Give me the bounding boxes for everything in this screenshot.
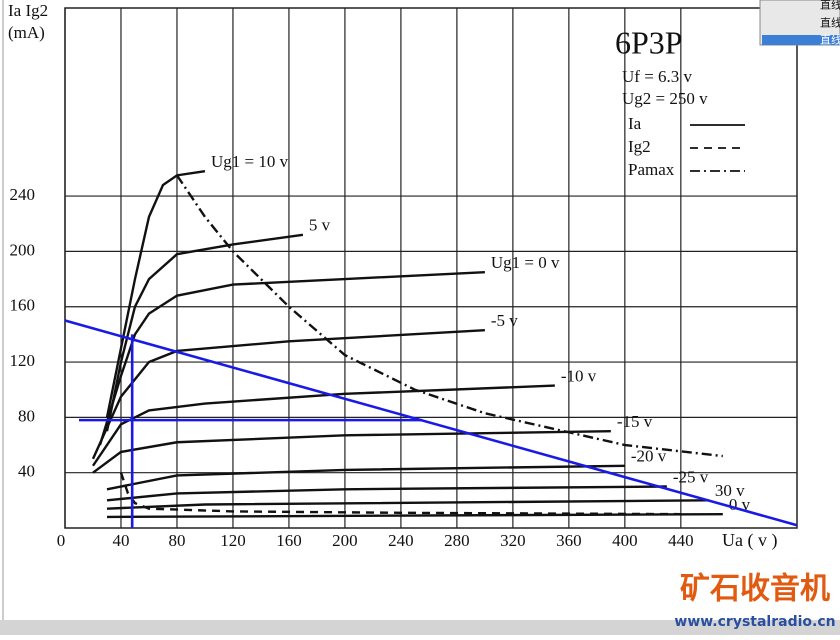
x-tick-label: 360 <box>556 531 582 550</box>
y-tick-label: 80 <box>18 406 35 425</box>
curve-label: Ug1 = 0 v <box>491 253 560 272</box>
curve-label: Ug1 = 10 v <box>211 152 289 171</box>
x-tick-label: 0 <box>57 531 66 550</box>
x-tick-label: 240 <box>388 531 414 550</box>
toolbar: 直线 直线 直线 <box>759 0 840 47</box>
x-label: Ua ( v ) <box>722 530 777 551</box>
curve <box>92 429 611 474</box>
x-tick-label: 280 <box>444 531 470 550</box>
curve <box>91 384 555 467</box>
curve <box>106 499 709 510</box>
plot: 0 40 80 120 160 200 240 280 320 360 400 440 40 80 120 1… <box>10 7 798 550</box>
curve <box>105 233 304 432</box>
x-tick-label: 80 <box>168 531 185 550</box>
x-tick-label: 40 <box>112 531 129 550</box>
curve-label: -20 v <box>631 447 667 466</box>
bottom-bar <box>0 620 840 635</box>
toolbar-selected <box>762 35 840 45</box>
toolbar-item[interactable]: 直线 <box>820 33 840 47</box>
x-tick-label: 200 <box>332 531 358 550</box>
curve-label: -25 v <box>673 467 709 486</box>
toolbar-item[interactable]: 直线 <box>820 0 840 12</box>
curve <box>98 270 485 446</box>
toolbar-item[interactable]: 直线 <box>820 16 840 30</box>
curve <box>119 472 681 516</box>
curve <box>106 464 625 491</box>
curve-label: -15 v <box>617 412 653 431</box>
y-tick-label: 120 <box>10 351 36 370</box>
curve-label: 5 v <box>309 216 331 235</box>
y-tick-label: 40 <box>18 462 35 481</box>
legend-label: Pamax <box>628 160 675 179</box>
curve <box>175 174 723 458</box>
x-tick-label: 400 <box>612 531 638 550</box>
curve-label: -5 v <box>491 311 518 330</box>
legend-label: Ia <box>628 114 642 133</box>
y-tick-label: 200 <box>10 240 36 259</box>
chart-title: 6P3P <box>615 24 683 60</box>
curve-label: 30 v <box>715 481 745 500</box>
x-tick-label: 160 <box>276 531 302 550</box>
x-tick-label: 120 <box>220 531 246 550</box>
watermark-url: www.crystalradio.cn <box>674 614 835 630</box>
legend-label: Ig2 <box>628 137 651 156</box>
y-tick-label: 160 <box>10 296 36 315</box>
x-tick-label: 320 <box>500 531 526 550</box>
y-label-2: (mA) <box>8 23 45 42</box>
curve <box>106 485 667 502</box>
curve <box>64 319 798 527</box>
curve-label: -10 v <box>561 366 597 385</box>
y-label-1: Ia Ig2 <box>8 1 48 20</box>
curve <box>105 170 206 418</box>
watermark-title: 矿石收音机 <box>680 572 830 607</box>
curve-label: 0 v <box>729 495 751 514</box>
x-tick-label: 440 <box>668 531 694 550</box>
subtitle-1: Uf = 6.3 v <box>622 67 693 86</box>
subtitle-2: Ug2 = 250 v <box>622 89 708 108</box>
y-tick-label: 240 <box>10 185 36 204</box>
curve <box>91 329 485 460</box>
